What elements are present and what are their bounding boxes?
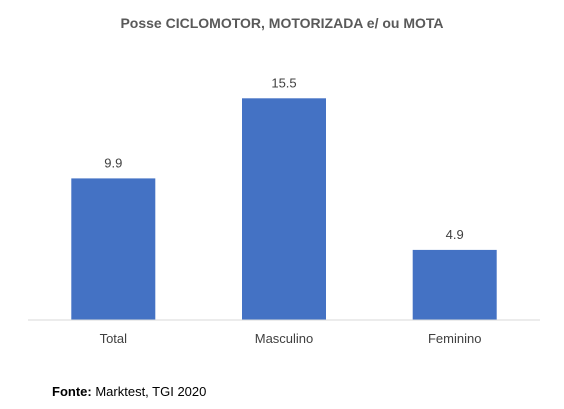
tick-label-total: Total [100,331,128,346]
bars-group: 9.9 15.5 4.9 [71,75,497,320]
source-note: Fonte: Marktest, TGI 2020 [52,384,206,399]
source-label: Fonte: [52,384,92,399]
data-label-total: 9.9 [104,155,122,170]
bar-masculino [242,98,326,320]
data-label-masculino: 15.5 [271,75,296,90]
chart-title: Posse CICLOMOTOR, MOTORIZADA e/ ou MOTA [120,15,443,31]
x-tick-labels: Total Masculino Feminino [100,331,482,346]
source-text: Marktest, TGI 2020 [95,384,207,399]
tick-label-feminino: Feminino [428,331,481,346]
data-label-feminino: 4.9 [446,227,464,242]
bar-total [71,178,156,320]
bar-feminino [412,249,497,320]
tick-label-masculino: Masculino [255,331,314,346]
